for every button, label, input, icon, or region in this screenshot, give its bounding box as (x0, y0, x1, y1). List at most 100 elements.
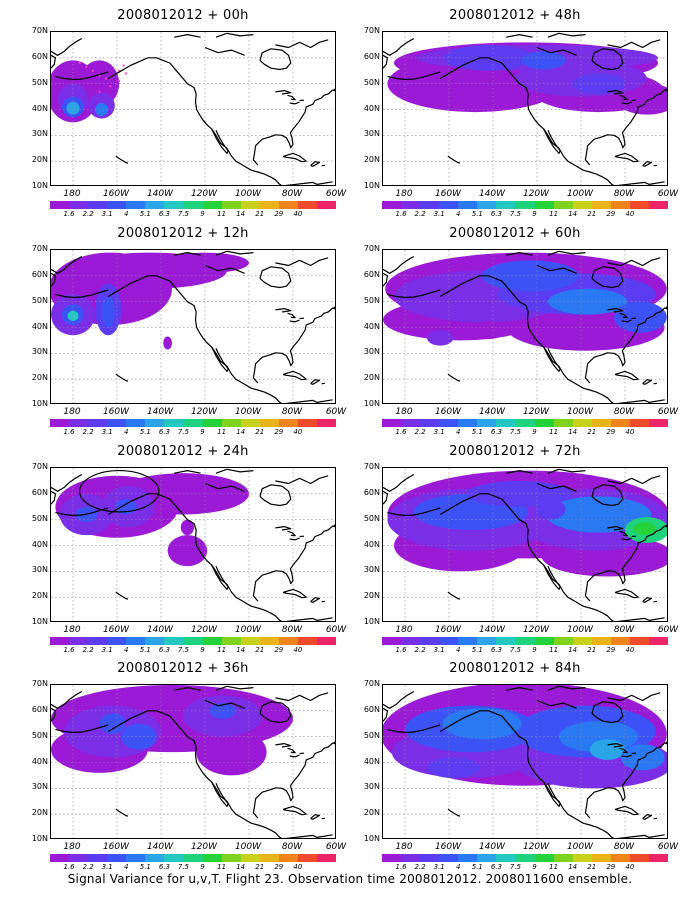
coastline (174, 251, 201, 256)
colorbar-label: 5.1 (471, 646, 483, 654)
coastline (289, 101, 300, 105)
latitude-label: 60N (363, 51, 380, 61)
colorbar-swatch (221, 637, 241, 645)
longitude-label: 80W (613, 189, 635, 199)
colorbar-swatch (297, 419, 317, 427)
coastline (614, 588, 639, 599)
coastline (607, 525, 624, 531)
coastline (619, 747, 628, 754)
coastline (653, 817, 657, 820)
longitude-label: 80W (613, 407, 635, 417)
variance-contour (95, 103, 109, 116)
colorbar-swatch (316, 419, 336, 427)
map-svg (51, 250, 335, 403)
colorbar-label: 21 (587, 646, 597, 654)
colorbar-label: 40 (625, 646, 635, 654)
colorbar-label: 21 (255, 428, 265, 436)
coastline (447, 808, 461, 817)
variance-contour (427, 757, 480, 778)
coastline (310, 161, 320, 167)
longitude-label: 100W (566, 407, 594, 417)
coastline (506, 469, 533, 474)
map-plot-area (50, 31, 336, 186)
panel-title: 2008012012 + 84h (449, 661, 581, 676)
coastline (259, 701, 292, 724)
coastline (51, 690, 83, 709)
colorbar-label: 2.2 (82, 863, 94, 871)
colorbar-swatch (420, 854, 440, 862)
colorbar-swatch (477, 201, 497, 209)
coastline (447, 591, 461, 600)
colorbar-swatch (648, 419, 668, 427)
variance-contour (572, 73, 625, 94)
coastline (252, 525, 335, 602)
colorbar-label: 4 (124, 646, 129, 654)
coastline (543, 781, 561, 808)
colorbar-swatch (477, 854, 497, 862)
colorbar-label: 3.1 (433, 863, 445, 871)
colorbar-swatch (382, 201, 402, 209)
colorbar-label: 14 (236, 863, 246, 871)
colorbar-label: 1.6 (395, 863, 407, 871)
observation-point (91, 69, 94, 72)
colorbar-swatch (202, 637, 222, 645)
coastline (383, 473, 415, 492)
coastline (543, 346, 561, 373)
coastline (591, 266, 624, 289)
coastline (287, 312, 296, 319)
coastline (115, 591, 129, 600)
colorbar-swatch (572, 201, 592, 209)
variance-contour (209, 703, 236, 719)
variance-contour (534, 499, 566, 520)
latitude-label: 60N (31, 704, 48, 714)
variance-contour (99, 713, 126, 735)
longitude-label: 100W (566, 625, 594, 635)
colorbar-label: 3.1 (101, 646, 113, 654)
colorbar-swatch (534, 854, 554, 862)
colorbar-swatch (183, 637, 203, 645)
colorbar-label: 2.2 (82, 646, 94, 654)
coastline (55, 507, 109, 517)
coastline (289, 319, 300, 323)
variance-contour (167, 535, 208, 567)
latitude-label: 60N (363, 487, 380, 497)
colorbar-label: 1.6 (63, 646, 75, 654)
colorbar-swatch (401, 637, 421, 645)
map-svg (51, 685, 335, 838)
coastline (333, 524, 335, 527)
map-svg (51, 468, 335, 621)
longitude-label: 140W (478, 625, 506, 635)
colorbar-swatch (164, 854, 184, 862)
colorbar-swatch (126, 201, 146, 209)
longitude-label: 100W (234, 189, 262, 199)
colorbar-swatch (126, 419, 146, 427)
colorbar-label: 4 (124, 428, 129, 436)
coastline (215, 250, 254, 256)
coastline (383, 707, 389, 722)
coastline (584, 307, 667, 384)
colorbar-swatch (401, 419, 421, 427)
coastline (211, 128, 229, 155)
colorbar-label: 3.1 (101, 863, 113, 871)
coastline (536, 482, 577, 492)
variance-contour (616, 83, 667, 115)
map-panel: 2008012012 + 36h 70N 60N 50N 40N 30N 20N 10N 180… (18, 653, 348, 871)
latitude-label: 10N (363, 181, 380, 190)
colorbar-swatch (591, 637, 611, 645)
longitude-label: 160W (434, 625, 462, 635)
coastline (619, 530, 628, 537)
coastline (252, 742, 335, 819)
coastline (607, 307, 624, 313)
longitude-label: 80W (613, 842, 635, 852)
variance-contour (163, 336, 172, 350)
longitude-label: 160W (102, 842, 130, 852)
longitude-label: 140W (146, 407, 174, 417)
colorbar-label: 21 (255, 646, 265, 654)
coastline (333, 741, 335, 744)
colorbar-swatch (629, 854, 649, 862)
coastline (536, 699, 577, 709)
colorbar-swatch (164, 419, 184, 427)
colorbar-swatch (183, 854, 203, 862)
coastline (51, 272, 57, 287)
variance-contour (614, 301, 667, 333)
